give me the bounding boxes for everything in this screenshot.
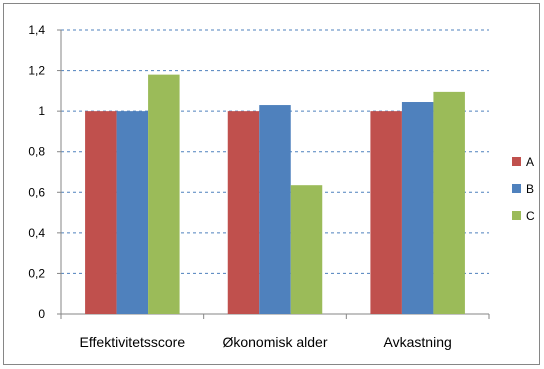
y-tick-label: 1,4 xyxy=(28,23,45,37)
legend-label-b: B xyxy=(526,182,534,196)
bar-a-1 xyxy=(85,111,117,315)
y-tick-label: 0,8 xyxy=(28,145,45,159)
legend-label-c: C xyxy=(526,209,535,223)
bar-c-1 xyxy=(148,74,180,314)
x-category-label: Avkastning xyxy=(384,334,452,350)
y-tick-label: 0 xyxy=(38,307,45,321)
y-tick-label: 0,2 xyxy=(28,266,45,280)
bar-a-3 xyxy=(370,111,402,315)
bar-b-2 xyxy=(259,105,291,314)
legend-label-a: A xyxy=(526,155,534,169)
y-tick-label: 1 xyxy=(38,104,45,118)
y-tick-label: 1,2 xyxy=(28,64,45,78)
bar-b-1 xyxy=(116,111,149,315)
bar-b-3 xyxy=(401,102,434,314)
legend-swatch-a xyxy=(512,157,521,166)
legend-swatch-c xyxy=(512,211,521,220)
x-category-label: Økonomisk alder xyxy=(222,334,327,350)
y-tick-label: 0,4 xyxy=(28,226,45,240)
bar-c-2 xyxy=(290,185,323,314)
y-tick-label: 0,6 xyxy=(28,185,45,199)
legend-swatch-b xyxy=(512,184,521,193)
x-category-label: Effektivitetsscore xyxy=(80,334,186,350)
bar-c-3 xyxy=(433,91,465,314)
bar-a-2 xyxy=(227,111,260,315)
